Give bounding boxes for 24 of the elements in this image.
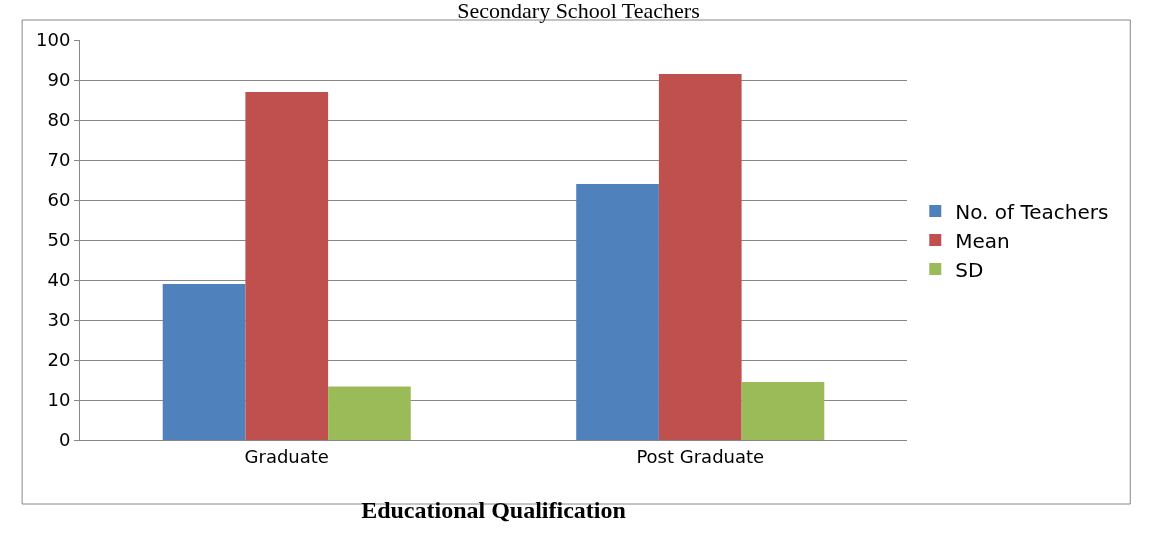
bar: [741, 382, 825, 440]
legend-label: No. of Teachers: [955, 199, 1109, 224]
x-tick-label: Graduate: [244, 445, 329, 467]
x-axis-title: Educational Qualification: [361, 496, 626, 523]
y-tick-label: 60: [47, 189, 71, 211]
chart-title: Secondary School Teachers: [457, 0, 700, 24]
y-tick-label: 80: [47, 109, 71, 131]
y-tick-label: 20: [47, 349, 71, 371]
legend-label: Mean: [955, 228, 1010, 253]
y-tick-label: 70: [47, 149, 71, 171]
y-tick-label: 90: [47, 69, 71, 91]
y-tick-label: 40: [47, 269, 71, 291]
bar: [658, 74, 742, 440]
y-tick-label: 0: [58, 429, 71, 451]
bar: [245, 92, 329, 440]
y-tick-label: 50: [47, 229, 71, 251]
x-tick-label: Post Graduate: [636, 445, 765, 467]
legend-label: SD: [955, 257, 984, 282]
bar: [576, 184, 659, 440]
bar: [162, 284, 246, 440]
y-tick-label: 100: [36, 29, 71, 51]
y-tick-label: 10: [47, 389, 71, 411]
bar: [328, 386, 411, 440]
y-tick-label: 30: [47, 309, 71, 331]
